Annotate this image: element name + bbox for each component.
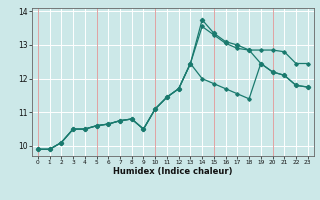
X-axis label: Humidex (Indice chaleur): Humidex (Indice chaleur) — [113, 167, 233, 176]
